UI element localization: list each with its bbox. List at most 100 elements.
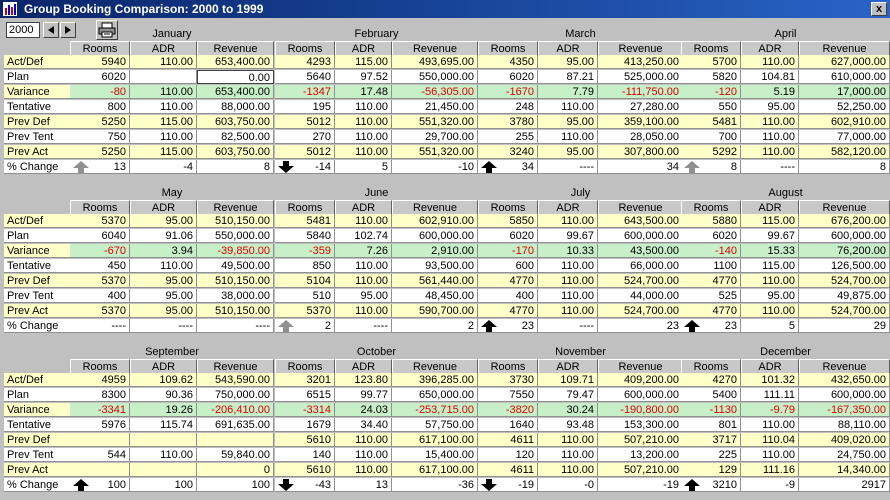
data-cell: 87.21	[538, 70, 598, 84]
column-header[interactable]: ADR	[538, 200, 598, 215]
column-header[interactable]: ADR	[335, 41, 392, 56]
column-header[interactable]: Rooms	[275, 359, 335, 374]
row-label: Prev Def	[4, 274, 70, 288]
arrow-down-icon	[278, 479, 294, 491]
column-header[interactable]: Rooms	[681, 41, 741, 56]
row-label: Prev Act	[4, 463, 70, 477]
data-cell: 110.00	[538, 130, 598, 144]
next-year-button[interactable]	[60, 22, 76, 38]
column-header[interactable]: Rooms	[681, 200, 741, 215]
column-header[interactable]: Rooms	[275, 200, 335, 215]
data-cell: 5	[335, 160, 392, 174]
column-header[interactable]: Revenue	[799, 200, 890, 215]
close-button[interactable]: x	[871, 2, 887, 16]
row-label: Prev Tent	[4, 289, 70, 303]
column-header[interactable]: Revenue	[799, 41, 890, 56]
data-cell: ----	[197, 319, 274, 333]
data-cell: 801	[681, 418, 741, 432]
data-cell: 21,450.00	[392, 100, 478, 114]
column-header[interactable]: Rooms	[275, 41, 335, 56]
plan-revenue-input[interactable]: 0.00	[197, 70, 274, 84]
column-header[interactable]: Rooms	[70, 359, 130, 374]
column-header[interactable]: ADR	[538, 359, 598, 374]
column-header[interactable]: Revenue	[197, 359, 274, 374]
column-header[interactable]: Revenue	[392, 359, 478, 374]
column-header[interactable]: ADR	[741, 200, 799, 215]
previous-year-button[interactable]	[43, 22, 59, 38]
data-cell: 44,000.00	[598, 289, 683, 303]
column-header[interactable]: ADR	[538, 41, 598, 56]
data-cell: 93.48	[538, 418, 598, 432]
year-input[interactable]: 2000	[6, 22, 40, 38]
data-cell: 115.00	[130, 145, 197, 159]
column-header[interactable]: Revenue	[392, 200, 478, 215]
data-cell: 57,750.00	[392, 418, 478, 432]
column-header[interactable]: ADR	[130, 359, 197, 374]
data-cell: 510,150.00	[197, 274, 274, 288]
data-cell: 49,500.00	[197, 259, 274, 273]
row-label: Prev Act	[4, 304, 70, 318]
data-cell: 5400	[681, 388, 741, 402]
data-cell: 76,200.00	[799, 244, 890, 258]
column-header[interactable]: Revenue	[598, 200, 683, 215]
data-cell: 77,000.00	[799, 130, 890, 144]
data-cell: 5370	[70, 304, 130, 318]
month-title: May	[161, 187, 183, 199]
column-header[interactable]: ADR	[130, 41, 197, 56]
data-cell: 24.03	[335, 403, 392, 417]
column-header[interactable]: ADR	[741, 359, 799, 374]
data-cell: -1347	[275, 85, 335, 99]
column-header[interactable]: ADR	[130, 200, 197, 215]
data-cell: 5610	[275, 463, 335, 477]
month-title: November	[555, 346, 606, 358]
data-cell: 6515	[275, 388, 335, 402]
data-cell: 5610	[275, 433, 335, 447]
data-cell: 110.00	[130, 85, 197, 99]
column-header[interactable]: Rooms	[70, 41, 130, 56]
data-cell: ----	[538, 319, 598, 333]
data-cell: -9	[741, 478, 799, 492]
column-header[interactable]: Revenue	[799, 359, 890, 374]
column-header[interactable]: ADR	[741, 41, 799, 56]
data-cell: 19.26	[130, 403, 197, 417]
data-cell: 111.16	[741, 463, 799, 477]
data-cell: 195	[275, 100, 335, 114]
data-cell: 90.36	[130, 388, 197, 402]
column-header[interactable]: Rooms	[478, 359, 538, 374]
data-cell: 95.00	[130, 274, 197, 288]
data-cell: 102.74	[335, 229, 392, 243]
data-cell: 650,000.00	[392, 388, 478, 402]
column-header[interactable]: Rooms	[478, 41, 538, 56]
month-section: Act/Def Plan Variance Tentative Prev Def Prev…	[0, 183, 890, 341]
column-header[interactable]: Rooms	[70, 200, 130, 215]
arrow-up-icon	[684, 161, 700, 173]
column-header[interactable]: Revenue	[197, 41, 274, 56]
column-header[interactable]: Revenue	[598, 359, 683, 374]
row-label: Tentative	[4, 259, 70, 273]
print-button[interactable]	[96, 20, 118, 40]
column-header[interactable]: Rooms	[478, 200, 538, 215]
data-cell: 5481	[275, 214, 335, 228]
data-cell: 603,750.00	[197, 115, 274, 129]
data-cell: 28,050.00	[598, 130, 683, 144]
column-header[interactable]: ADR	[335, 200, 392, 215]
column-header[interactable]: Revenue	[197, 200, 274, 215]
data-cell: 507,210.00	[598, 463, 683, 477]
data-cell: 800	[70, 100, 130, 114]
column-header[interactable]: Revenue	[392, 41, 478, 56]
data-cell: 4611	[478, 463, 538, 477]
data-cell: 6020	[478, 229, 538, 243]
data-cell: 8300	[70, 388, 130, 402]
data-cell: ----	[538, 160, 598, 174]
month-title: July	[570, 187, 591, 199]
data-cell	[130, 463, 197, 477]
data-cell: 24,750.00	[799, 448, 890, 462]
data-cell: 115.74	[130, 418, 197, 432]
column-header[interactable]: Revenue	[598, 41, 683, 56]
data-cell: 17,000.00	[799, 85, 890, 99]
row-label: % Change	[4, 478, 70, 492]
column-header[interactable]: Rooms	[681, 359, 741, 374]
column-header[interactable]: ADR	[335, 359, 392, 374]
data-cell: 110.00	[335, 463, 392, 477]
data-cell: -167,350.00	[799, 403, 890, 417]
